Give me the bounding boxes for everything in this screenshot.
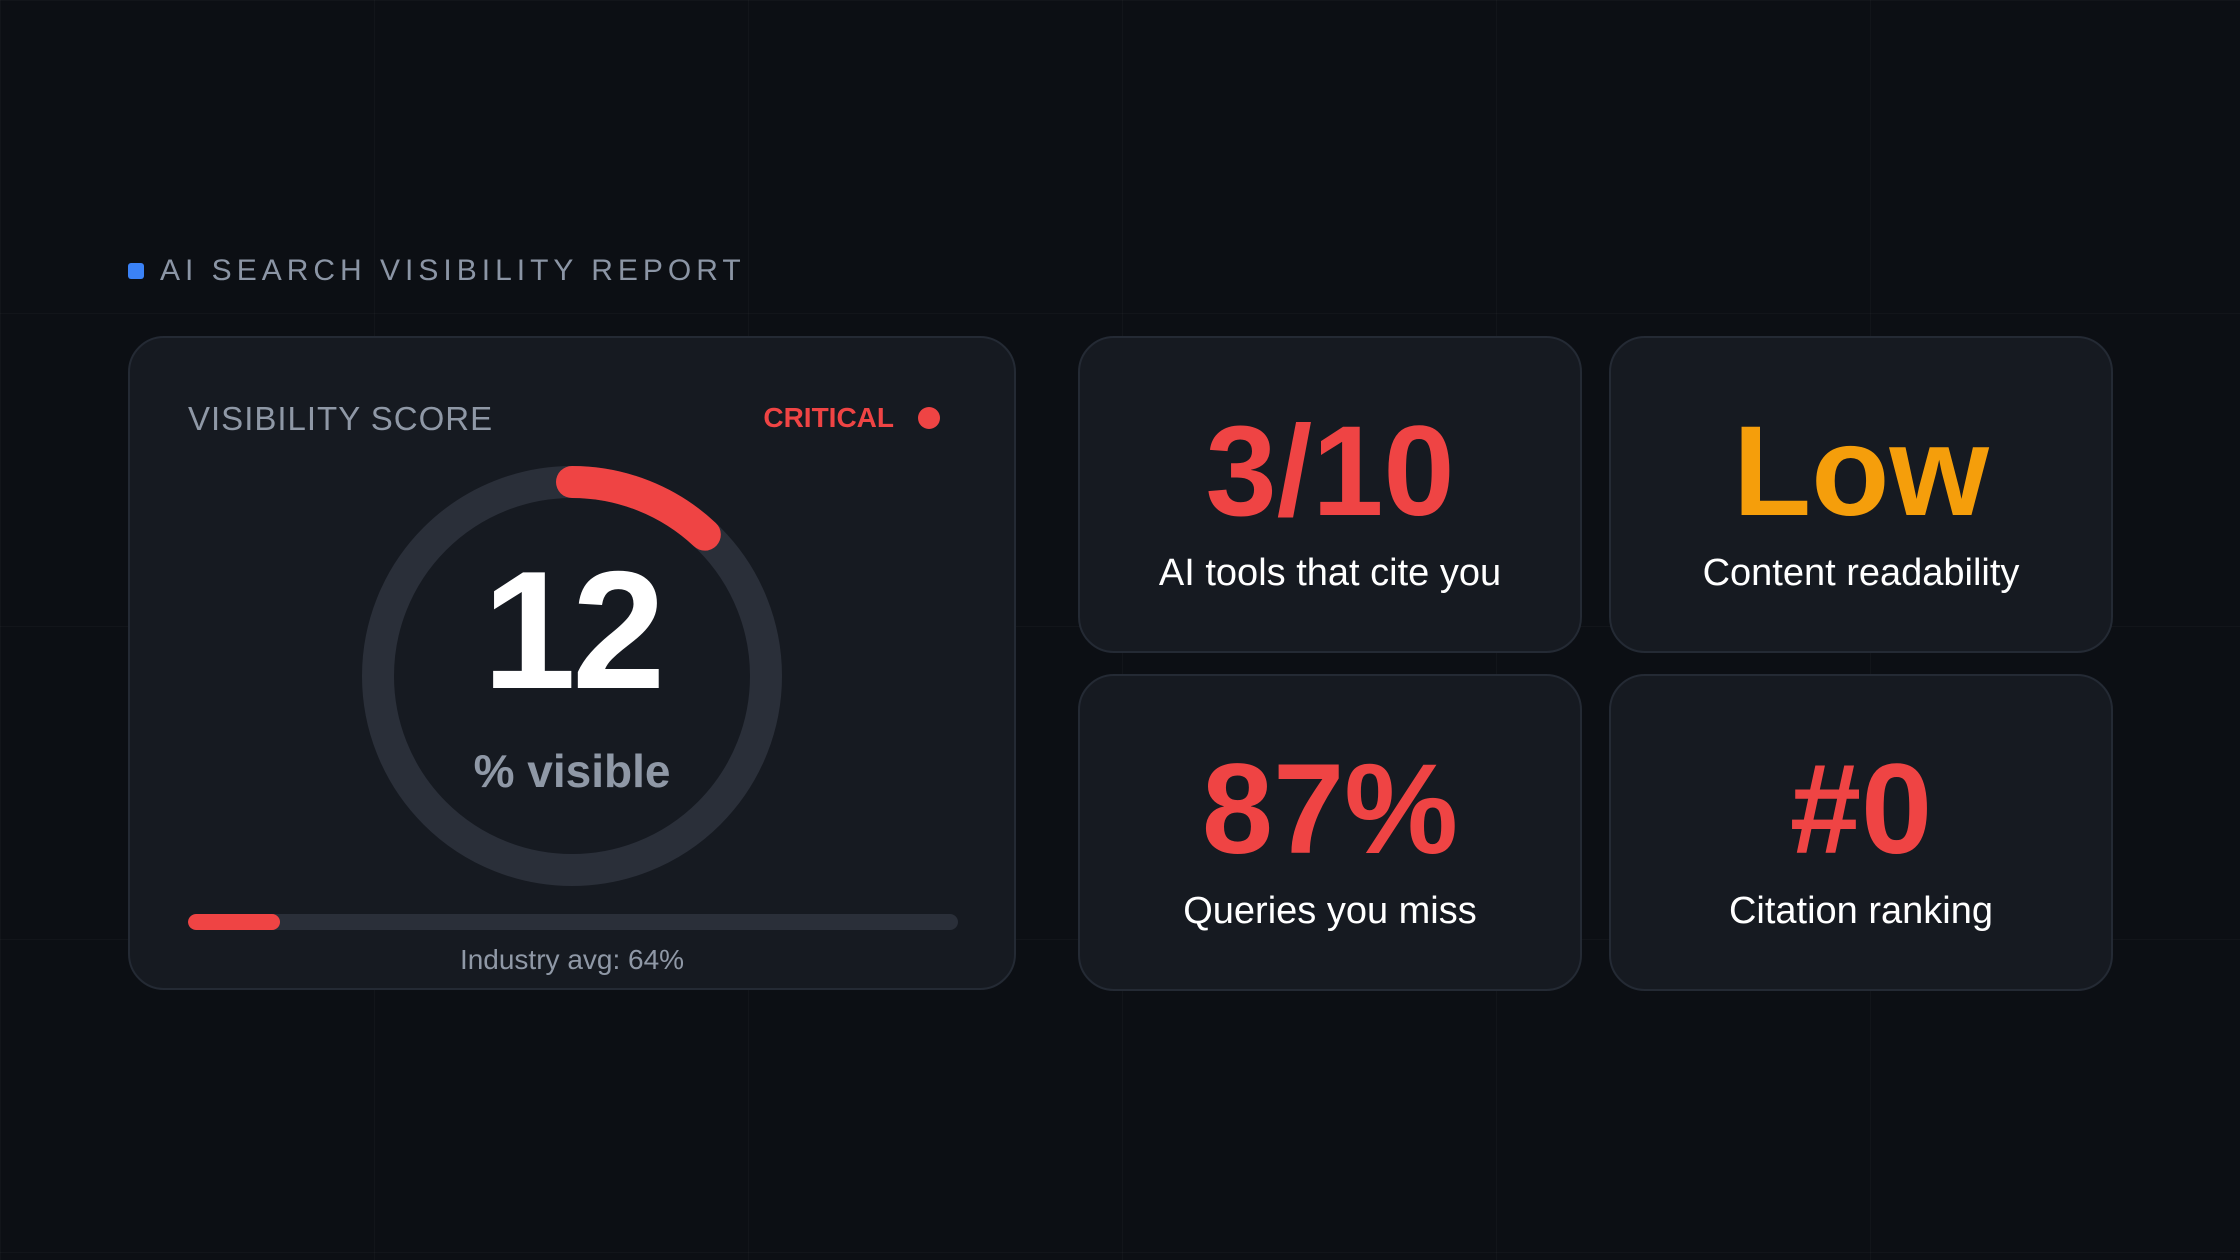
status-badge: CRITICAL bbox=[763, 402, 940, 434]
stat-value: Low bbox=[1733, 400, 1989, 543]
stat-value: #0 bbox=[1789, 738, 1933, 881]
stat-label: AI tools that cite you bbox=[1158, 552, 1502, 594]
stat-card-queries-missed: 87% Queries you miss bbox=[1078, 674, 1582, 991]
report-header: AI SEARCH VISIBILITY REPORT bbox=[128, 253, 746, 289]
visibility-score-unit: % visible bbox=[473, 745, 671, 797]
stat-label: Content readability bbox=[1702, 552, 2020, 594]
stat-card-citation-ranking: #0 Citation ranking bbox=[1609, 674, 2113, 991]
visibility-score-card: VISIBILITY SCORE CRITICAL 12 % visible I… bbox=[128, 336, 1016, 990]
stat-card-readability: Low Content readability bbox=[1609, 336, 2113, 653]
visibility-score-value: 12 bbox=[482, 536, 666, 724]
visibility-gauge: 12 % visible bbox=[362, 466, 782, 886]
status-dot-icon bbox=[918, 407, 940, 429]
visibility-progress-fill bbox=[188, 914, 281, 930]
stat-value: 87% bbox=[1201, 738, 1459, 881]
stat-label: Queries you miss bbox=[1183, 890, 1477, 932]
visibility-score-label: VISIBILITY SCORE bbox=[188, 400, 494, 437]
industry-average: Industry avg: 64% bbox=[459, 944, 685, 975]
visibility-progress-bar bbox=[188, 914, 958, 930]
stat-card-ai-tools: 3/10 AI tools that cite you bbox=[1078, 336, 1582, 653]
blue-square-icon bbox=[128, 263, 144, 279]
gauge-arc bbox=[362, 466, 782, 886]
stat-label: Citation ranking bbox=[1728, 890, 1994, 932]
gauge-ring bbox=[362, 466, 782, 886]
report-title: AI SEARCH VISIBILITY REPORT bbox=[160, 254, 746, 287]
stat-value: 3/10 bbox=[1205, 400, 1455, 543]
status-text: CRITICAL bbox=[763, 402, 894, 433]
